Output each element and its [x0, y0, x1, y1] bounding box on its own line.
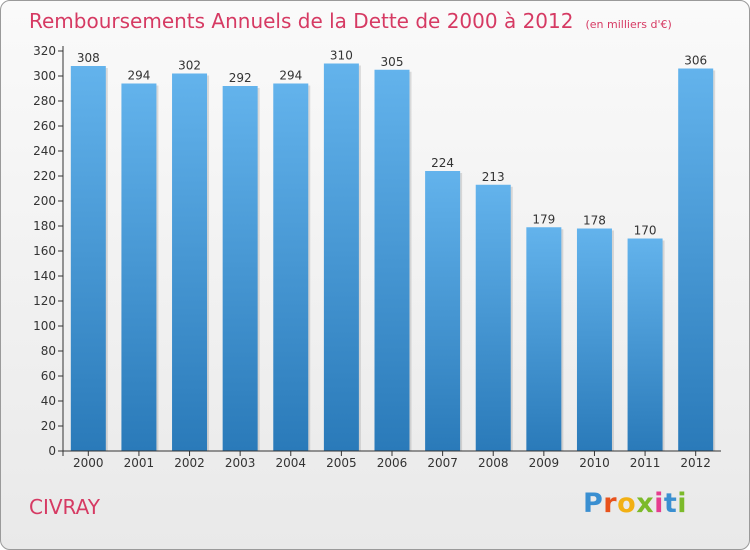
- title-text: Remboursements Annuels de la Dette de 20…: [29, 9, 574, 33]
- y-tick-label-120: 120: [33, 294, 56, 308]
- y-tick-label-240: 240: [33, 144, 56, 158]
- value-label-2005: 310: [330, 49, 353, 63]
- bar-2003: [222, 86, 258, 451]
- value-label-2003: 292: [229, 71, 252, 85]
- x-tick-label-2008: 2008: [478, 456, 509, 470]
- value-label-2009: 179: [532, 212, 555, 226]
- y-tick-label-260: 260: [33, 119, 56, 133]
- logo-letter: t: [663, 488, 678, 519]
- y-tick-label-300: 300: [33, 69, 56, 83]
- bar-2009: [526, 227, 562, 451]
- value-label-2006: 305: [381, 55, 404, 69]
- bar-2004: [273, 83, 309, 451]
- x-tick-label-2002: 2002: [174, 456, 205, 470]
- logo-letter: i: [677, 488, 688, 519]
- y-tick-label-220: 220: [33, 169, 56, 183]
- x-tick-label-2006: 2006: [377, 456, 408, 470]
- logo-letter: r: [603, 488, 618, 519]
- city-name: CIVRAY: [29, 495, 100, 519]
- bar-2012: [678, 68, 714, 451]
- x-tick-label-2001: 2001: [124, 456, 155, 470]
- value-label-2002: 302: [178, 59, 201, 73]
- x-tick-label-2011: 2011: [630, 456, 661, 470]
- logo-letter: o: [617, 488, 637, 519]
- x-tick-label-2003: 2003: [225, 456, 256, 470]
- y-tick-label-40: 40: [41, 394, 56, 408]
- value-label-2008: 213: [482, 170, 505, 184]
- x-tick-label-2010: 2010: [579, 456, 610, 470]
- y-tick-label-0: 0: [48, 444, 56, 458]
- y-tick-label-80: 80: [41, 344, 56, 358]
- x-tick-label-2005: 2005: [326, 456, 357, 470]
- value-label-2000: 308: [77, 51, 100, 65]
- bar-2001: [121, 83, 157, 451]
- bar-2008: [475, 184, 511, 451]
- value-label-2012: 306: [684, 54, 707, 68]
- y-tick-label-160: 160: [33, 244, 56, 258]
- value-label-2010: 178: [583, 214, 606, 228]
- value-label-2011: 170: [634, 224, 657, 238]
- x-tick-label-2004: 2004: [275, 456, 306, 470]
- chart-subtitle: (en milliers d'€): [585, 18, 672, 31]
- bar-2007: [425, 171, 461, 451]
- x-tick-label-2000: 2000: [73, 456, 104, 470]
- y-tick-label-280: 280: [33, 94, 56, 108]
- y-tick-label-60: 60: [41, 369, 56, 383]
- bar-2005: [323, 63, 359, 451]
- x-tick-label-2007: 2007: [427, 456, 458, 470]
- y-tick-label-180: 180: [33, 219, 56, 233]
- logo-letter: x: [636, 488, 655, 519]
- bar-2000: [70, 66, 106, 451]
- bars-layer: 308 294 302 292 294 310 305 224 213 179 178 170 306: [70, 49, 716, 451]
- x-tick-label-2012: 2012: [680, 456, 711, 470]
- value-label-2007: 224: [431, 156, 454, 170]
- x-tick-label-2009: 2009: [529, 456, 560, 470]
- value-label-2004: 294: [279, 69, 302, 83]
- y-tick-label-200: 200: [33, 194, 56, 208]
- value-label-2001: 294: [127, 69, 150, 83]
- logo-letter: P: [583, 488, 604, 519]
- y-tick-label-20: 20: [41, 419, 56, 433]
- logo-letter: i: [654, 488, 664, 519]
- y-tick-label-100: 100: [33, 319, 56, 333]
- axis-layer: 0 20 40 60 80 100 120 140 160 180 200 220 240 260 280 3…: [33, 44, 721, 470]
- y-tick-label-320: 320: [33, 44, 56, 58]
- bar-2006: [374, 69, 410, 451]
- bar-2011: [627, 238, 663, 451]
- y-tick-label-140: 140: [33, 269, 56, 283]
- bar-2002: [172, 73, 208, 451]
- proxiti-logo[interactable]: Proxiti: [583, 488, 687, 519]
- bar-2010: [576, 228, 612, 451]
- chart-title: Remboursements Annuels de la Dette de 20…: [29, 9, 672, 33]
